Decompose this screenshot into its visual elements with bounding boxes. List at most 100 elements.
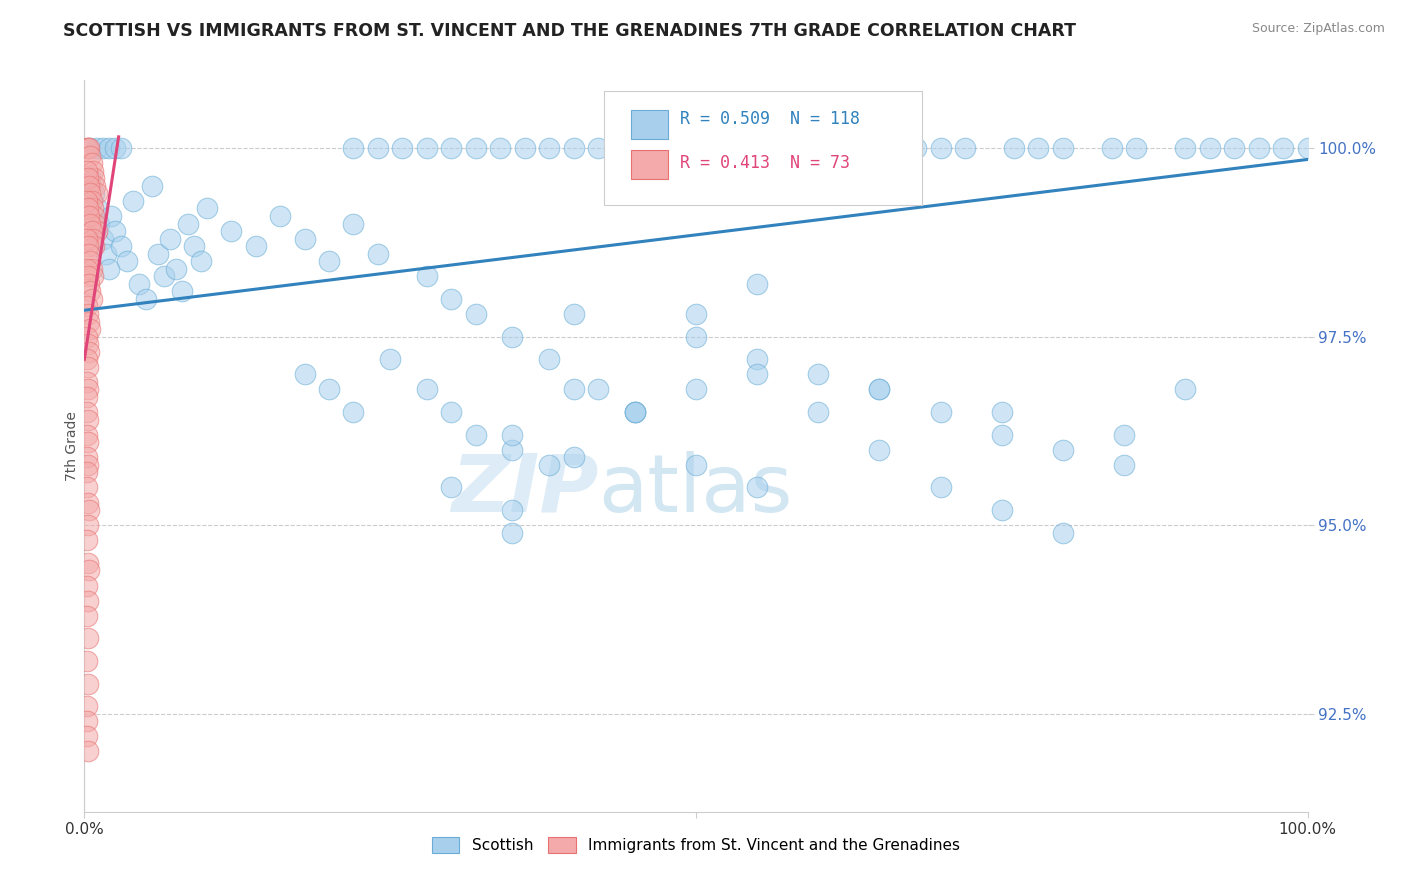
- Point: [177, 217, 200, 231]
- Point: [440, 292, 463, 306]
- Point: [1052, 525, 1074, 540]
- Point: [104, 224, 127, 238]
- Bar: [631, 150, 668, 179]
- Point: [86, 224, 108, 238]
- Point: [513, 141, 536, 155]
- Point: [79, 141, 101, 155]
- Legend: Scottish, Immigrants from St. Vincent and the Grenadines: Scottish, Immigrants from St. Vincent an…: [426, 830, 966, 859]
- Point: [76, 329, 98, 343]
- Point: [77, 344, 100, 359]
- Point: [1052, 442, 1074, 457]
- Point: [172, 285, 194, 299]
- Point: [128, 277, 150, 291]
- Point: [76, 480, 98, 494]
- Point: [77, 458, 100, 472]
- Point: [869, 383, 891, 397]
- Point: [929, 405, 952, 419]
- Point: [76, 699, 98, 714]
- Point: [685, 458, 707, 472]
- Point: [318, 383, 340, 397]
- Point: [1272, 141, 1295, 155]
- Point: [82, 232, 104, 246]
- Point: [76, 141, 98, 155]
- Point: [391, 141, 413, 155]
- Point: [77, 269, 100, 284]
- Point: [77, 246, 100, 260]
- Text: R = 0.509  N = 118: R = 0.509 N = 118: [681, 110, 860, 128]
- Point: [318, 254, 340, 268]
- Point: [110, 141, 132, 155]
- Point: [100, 209, 122, 223]
- Point: [440, 141, 463, 155]
- Point: [91, 232, 114, 246]
- Point: [115, 254, 138, 268]
- Point: [367, 246, 389, 260]
- Point: [685, 383, 707, 397]
- Point: [464, 307, 486, 321]
- Point: [76, 352, 98, 367]
- Point: [538, 352, 561, 367]
- Point: [1028, 141, 1050, 155]
- Point: [77, 383, 100, 397]
- Point: [685, 307, 707, 321]
- Point: [624, 405, 647, 419]
- Point: [77, 337, 100, 351]
- Point: [80, 261, 103, 276]
- Point: [79, 149, 101, 163]
- Point: [82, 163, 104, 178]
- Point: [502, 427, 524, 442]
- Point: [502, 503, 524, 517]
- Point: [83, 239, 105, 253]
- Point: [416, 383, 439, 397]
- Point: [586, 383, 609, 397]
- Point: [380, 352, 402, 367]
- Point: [77, 435, 100, 450]
- Point: [87, 217, 110, 231]
- Point: [79, 254, 101, 268]
- Point: [79, 171, 101, 186]
- Point: [110, 239, 132, 253]
- Text: R = 0.413  N = 73: R = 0.413 N = 73: [681, 154, 851, 172]
- Point: [76, 466, 98, 480]
- Point: [97, 261, 120, 276]
- Point: [869, 383, 891, 397]
- Point: [685, 329, 707, 343]
- Point: [84, 178, 107, 193]
- Point: [1052, 141, 1074, 155]
- Point: [77, 556, 100, 570]
- Point: [953, 141, 976, 155]
- Point: [83, 186, 105, 201]
- Bar: [631, 110, 668, 139]
- Point: [869, 442, 891, 457]
- Point: [159, 232, 181, 246]
- Point: [880, 141, 903, 155]
- Text: SCOTTISH VS IMMIGRANTS FROM ST. VINCENT AND THE GRENADINES 7TH GRADE CORRELATION: SCOTTISH VS IMMIGRANTS FROM ST. VINCENT …: [63, 22, 1076, 40]
- Point: [83, 171, 105, 186]
- Point: [76, 390, 98, 404]
- Point: [562, 141, 585, 155]
- Point: [77, 744, 100, 758]
- Point: [807, 141, 830, 155]
- Point: [77, 632, 100, 646]
- Point: [77, 503, 100, 517]
- Point: [219, 224, 242, 238]
- Point: [856, 141, 879, 155]
- Point: [190, 254, 212, 268]
- Point: [747, 352, 769, 367]
- Point: [747, 480, 769, 494]
- Point: [76, 714, 98, 729]
- Point: [77, 141, 100, 155]
- Point: [562, 307, 585, 321]
- Point: [195, 202, 218, 216]
- Point: [104, 141, 127, 155]
- Point: [77, 518, 100, 533]
- Point: [416, 269, 439, 284]
- Point: [82, 202, 104, 216]
- Point: [562, 383, 585, 397]
- Point: [80, 156, 103, 170]
- Point: [538, 141, 561, 155]
- Point: [502, 442, 524, 457]
- Point: [502, 329, 524, 343]
- Point: [342, 141, 364, 155]
- Point: [183, 239, 205, 253]
